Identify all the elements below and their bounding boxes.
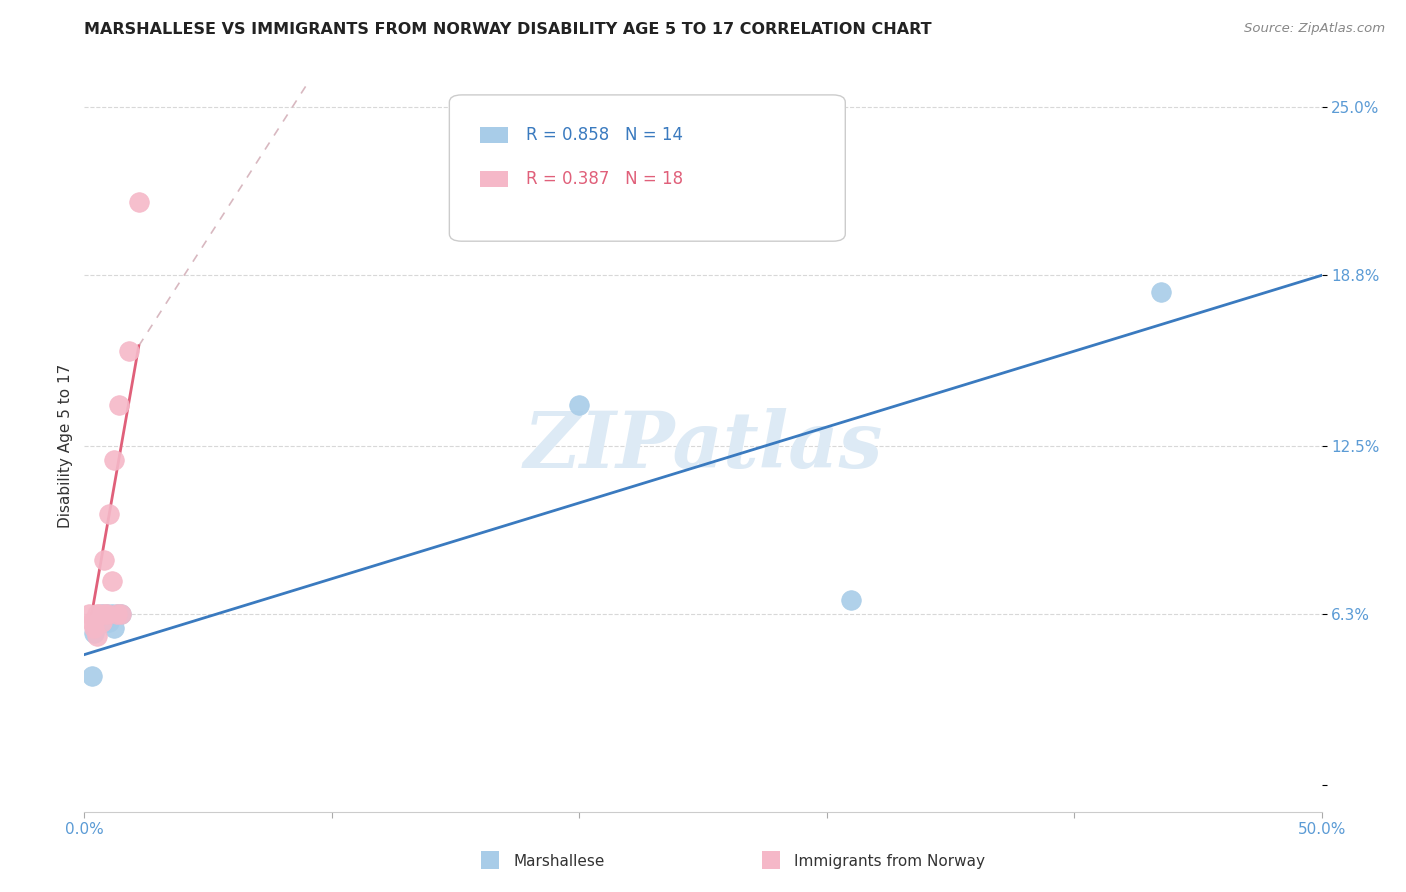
Point (93, 553, 115, 567)
Point (83, 620, 105, 634)
Point (93, 607, 115, 621)
Text: MARSHALLESE VS IMMIGRANTS FROM NORWAY DISABILITY AGE 5 TO 17 CORRELATION CHART: MARSHALLESE VS IMMIGRANTS FROM NORWAY DI… (84, 22, 932, 37)
Point (90, 615, 112, 629)
Text: R = 0.858   N = 14: R = 0.858 N = 14 (526, 126, 683, 145)
Point (80, 669, 103, 683)
Point (86, 607, 108, 621)
Point (103, 620, 125, 634)
Point (118, 344, 141, 359)
Point (128, 195, 150, 210)
Point (105, 607, 128, 621)
Point (79, 607, 101, 621)
Y-axis label: Disability Age 5 to 17: Disability Age 5 to 17 (58, 364, 73, 528)
Point (98, 615, 121, 629)
Point (89, 607, 111, 621)
Point (98, 507, 121, 521)
Point (100, 607, 122, 621)
Point (90, 607, 112, 621)
Point (86, 615, 108, 629)
Point (110, 607, 132, 621)
Point (86, 629, 108, 643)
Point (105, 607, 128, 621)
Point (80, 615, 103, 629)
Point (110, 607, 132, 621)
FancyBboxPatch shape (481, 127, 508, 144)
Text: Immigrants from Norway: Immigrants from Norway (794, 855, 986, 869)
Point (96, 607, 118, 621)
Point (568, 398, 591, 412)
Text: Marshallese: Marshallese (513, 855, 605, 869)
Point (93, 609, 115, 624)
Point (103, 452, 125, 467)
FancyBboxPatch shape (481, 171, 508, 187)
Text: ZIPatlas: ZIPatlas (523, 408, 883, 484)
Point (108, 398, 131, 412)
Point (1150, 285, 1173, 299)
Point (100, 574, 122, 589)
Text: R = 0.387   N = 18: R = 0.387 N = 18 (526, 170, 683, 188)
Text: Source: ZipAtlas.com: Source: ZipAtlas.com (1244, 22, 1385, 36)
Point (83, 626, 105, 640)
Point (96, 607, 118, 621)
Point (841, 593, 863, 607)
FancyBboxPatch shape (450, 95, 845, 241)
